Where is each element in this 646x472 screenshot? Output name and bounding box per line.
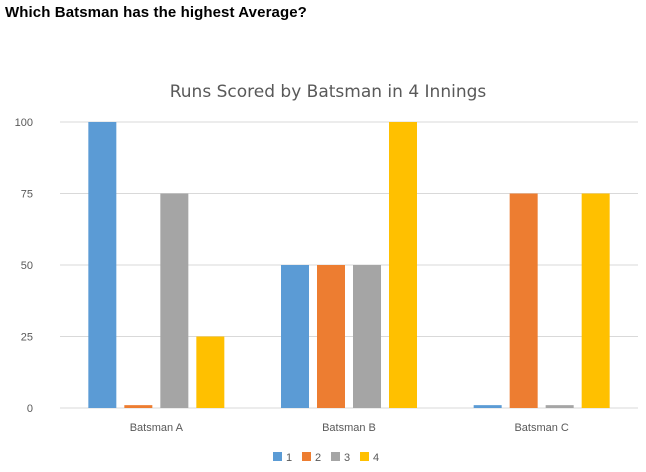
- bar-batsman-c-series-4: [581, 193, 610, 408]
- chart-title: Runs Scored by Batsman in 4 Innings: [170, 82, 487, 102]
- bar-batsman-c-series-1: [473, 405, 502, 408]
- axes: 0 25 50 75 100 Batsman A Batsman B Batsman C: [15, 117, 569, 434]
- bar-batsman-a-series-2: [124, 405, 153, 408]
- gridlines: [60, 121, 638, 409]
- bar-batsman-c-series-3: [545, 405, 574, 408]
- bar-batsman-a-series-3: [160, 193, 189, 408]
- legend: 1 2 3 4: [273, 452, 379, 464]
- y-tick-label: 0: [27, 403, 33, 415]
- legend-label-3: 3: [344, 452, 350, 464]
- y-tick-label: 75: [21, 189, 33, 201]
- bar-batsman-a-series-4: [196, 336, 225, 408]
- legend-swatch-4: [360, 452, 369, 461]
- x-category-label: Batsman A: [130, 422, 184, 434]
- bar-batsman-b-series-1: [281, 265, 309, 408]
- legend-label-1: 1: [286, 452, 292, 464]
- bar-batsman-b-series-3: [353, 265, 381, 408]
- bar-batsman-b-series-2: [317, 265, 345, 408]
- legend-swatch-3: [331, 452, 340, 461]
- y-tick-label: 25: [21, 332, 33, 344]
- bar-batsman-c-series-2: [509, 193, 538, 408]
- x-category-label: Batsman C: [514, 422, 568, 434]
- x-category-label: Batsman B: [322, 422, 376, 434]
- bars: [88, 122, 610, 408]
- legend-label-2: 2: [315, 452, 321, 464]
- bar-batsman-b-series-4: [389, 122, 417, 408]
- question-heading: Which Batsman has the highest Average?: [5, 4, 307, 21]
- y-tick-label: 100: [15, 117, 33, 129]
- legend-swatch-1: [273, 452, 282, 461]
- y-tick-label: 50: [21, 260, 33, 272]
- bar-batsman-a-series-1: [88, 122, 117, 408]
- legend-swatch-2: [302, 452, 311, 461]
- legend-label-4: 4: [373, 452, 379, 464]
